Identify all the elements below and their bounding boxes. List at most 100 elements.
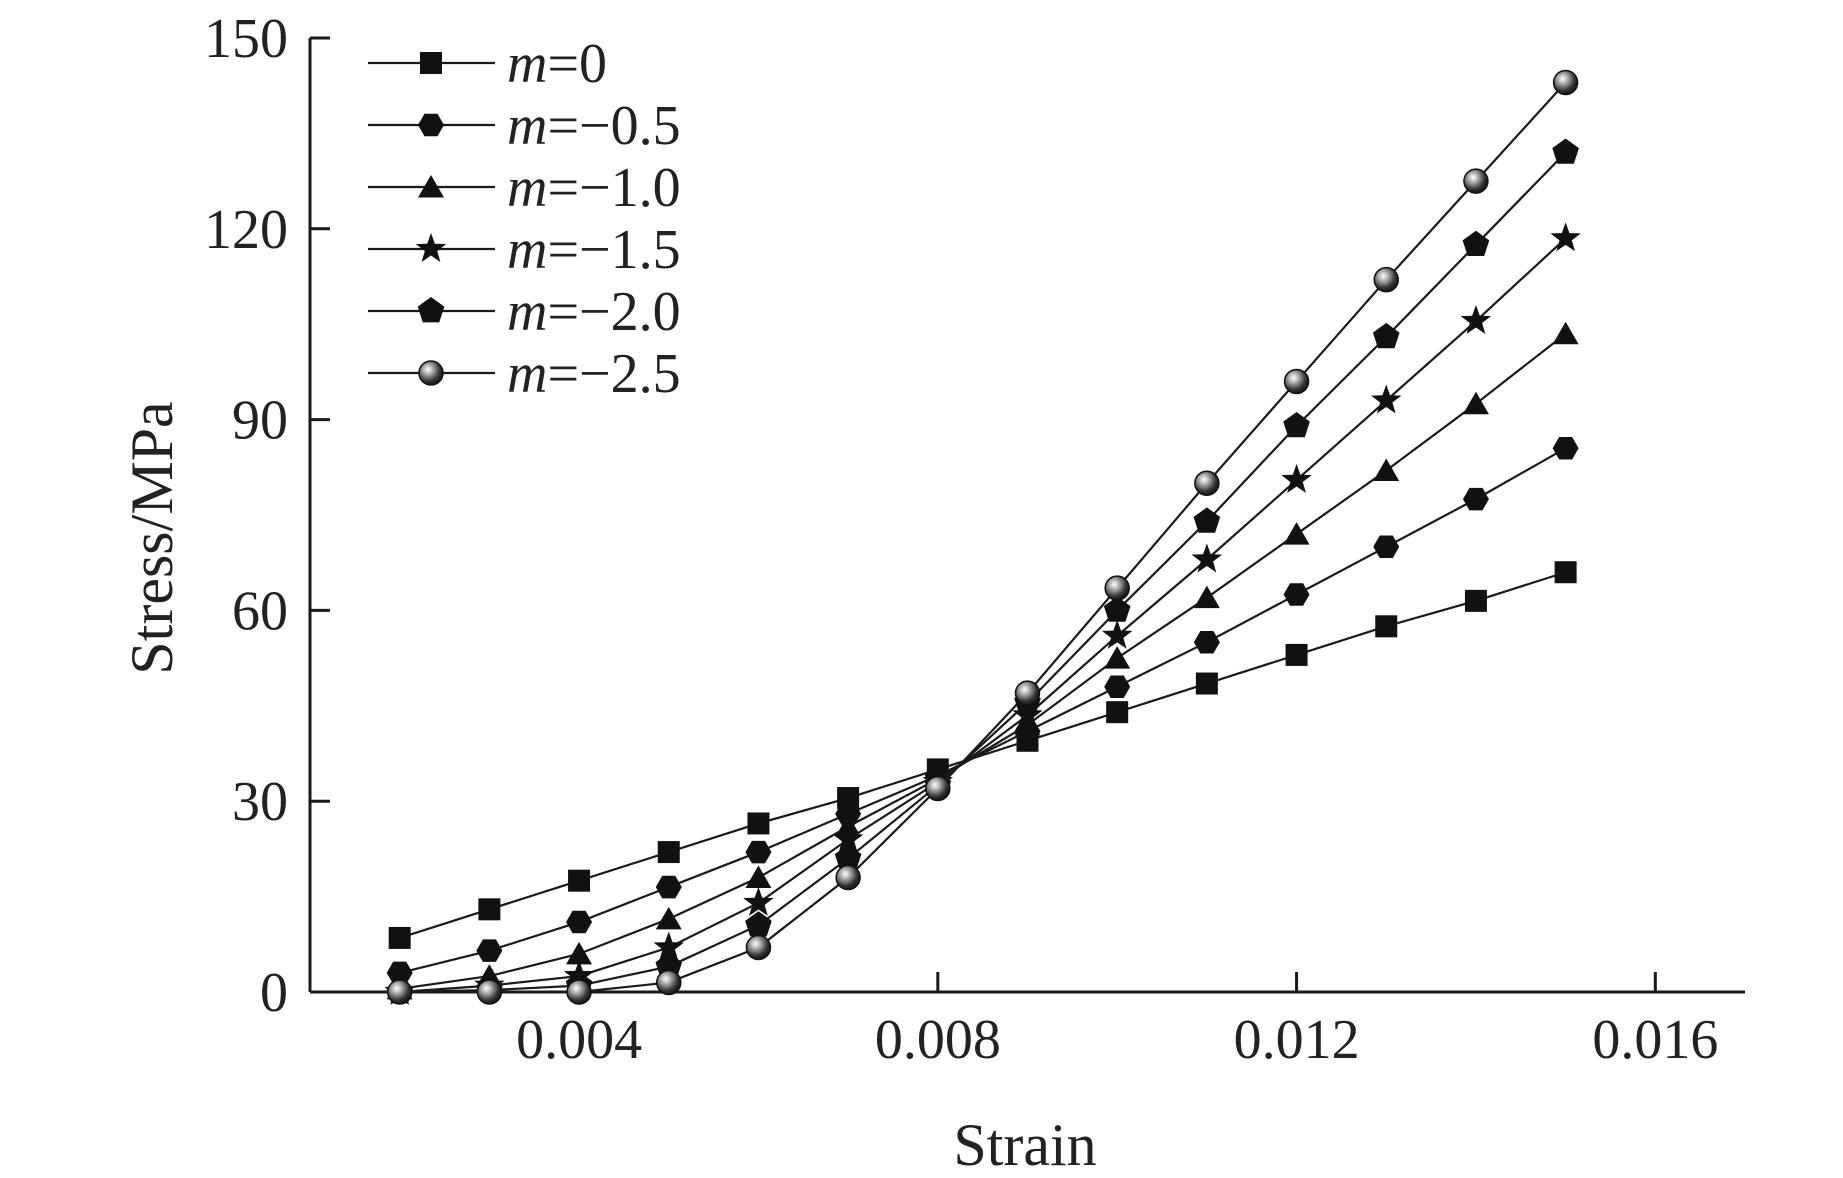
data-point [655,906,682,930]
legend-item: m=0 [368,33,607,95]
data-point [745,911,772,937]
legend-marker [418,360,444,386]
data-point [1372,322,1400,349]
data-point [1552,321,1579,345]
legend-label: m=−2.5 [507,343,681,405]
data-point [566,941,593,965]
data-point [655,875,682,899]
data-point [1283,411,1310,438]
data-point [1460,305,1492,334]
legend-value: =−1.5 [547,219,680,281]
legend-item: m=−2.0 [368,281,681,343]
series-line [399,81,1567,994]
data-point [1191,543,1223,573]
data-point [925,775,951,802]
y-tick-label: 120 [204,199,288,261]
data-point [1464,589,1487,612]
series-line [399,447,1567,974]
legend-variable: m [507,95,547,157]
y-tick-label: 30 [232,771,288,833]
legend-value: =−1.0 [547,157,680,219]
data-point [1552,436,1579,460]
x-tick-label: 0.008 [875,1009,1001,1071]
data-point [747,812,770,835]
legend-variable: m [507,33,547,95]
legend-label: m=−0.5 [507,95,681,157]
data-point [1014,680,1041,706]
data-point [566,910,593,934]
data-point [1375,615,1398,638]
series-layer [384,69,1581,1005]
series-6 [386,69,1579,1005]
data-point [1104,646,1131,669]
plot-area: 0 30 60 90 120 150 0.004 0.008 0.012 0.016 [204,8,1745,1071]
data-point [388,926,411,949]
data-point [1552,69,1579,96]
data-point [1193,585,1220,609]
x-tick-label: 0.004 [516,1009,642,1071]
legend: m=0m=−0.5m=−1.0m=−1.5m=−2.0m=−2.5 [368,33,681,405]
data-point [832,823,864,853]
legend-item: m=−1.5 [368,219,681,281]
legend-value: =−2.0 [547,281,680,343]
series-line [399,571,1566,939]
legend-marker [415,233,447,262]
data-point [568,869,591,892]
legend-item: m=−2.5 [368,343,681,405]
data-point [476,979,503,1005]
data-point [653,931,684,961]
data-point [1195,672,1218,695]
data-point [1283,368,1310,395]
data-point [1283,583,1310,606]
data-point [1101,619,1133,649]
data-point [1554,561,1577,584]
y-tick-label: 60 [232,580,288,642]
data-point [1193,507,1221,533]
series-line [399,332,1567,990]
legend-variable: m [507,281,547,343]
data-point [1194,470,1220,496]
data-point [1373,535,1400,559]
legend-marker [420,52,442,74]
data-point [1462,487,1489,511]
data-point [1106,701,1129,724]
data-point [1104,675,1131,698]
legend-marker [418,175,444,198]
legend-label: m=−1.0 [507,157,681,219]
legend-marker [417,297,445,323]
y-axis-title: Stress/MPa [119,401,185,674]
y-tick-label: 90 [232,390,288,452]
legend-value: =−2.5 [547,343,680,405]
data-point [655,952,683,978]
series-1 [388,561,1577,949]
data-point [745,865,772,889]
series-3 [386,321,1579,1000]
series-line [399,151,1567,994]
data-point [1462,230,1490,257]
legend-label: m=−2.0 [507,281,681,343]
legend-label: m=0 [507,33,607,95]
data-point [476,939,503,962]
data-point [478,898,501,921]
series-2 [386,436,1579,985]
x-axis-title: Strain [953,1112,1096,1178]
data-point [386,979,413,1005]
data-point [386,961,413,985]
legend-variable: m [507,343,547,405]
data-point [1462,391,1489,415]
data-point [1552,138,1579,164]
data-point [834,844,862,870]
data-point [1550,222,1581,252]
legend-item: m=−0.5 [368,95,681,157]
data-point [745,840,772,864]
data-point [1193,630,1220,654]
legend-label: m=−1.5 [507,219,681,281]
data-point [1281,464,1312,493]
data-point [835,802,862,826]
data-point [1463,168,1489,194]
x-tick-label: 0.016 [1592,1009,1718,1071]
legend-variable: m [507,157,547,219]
data-point [1104,575,1130,601]
data-point [743,886,774,916]
